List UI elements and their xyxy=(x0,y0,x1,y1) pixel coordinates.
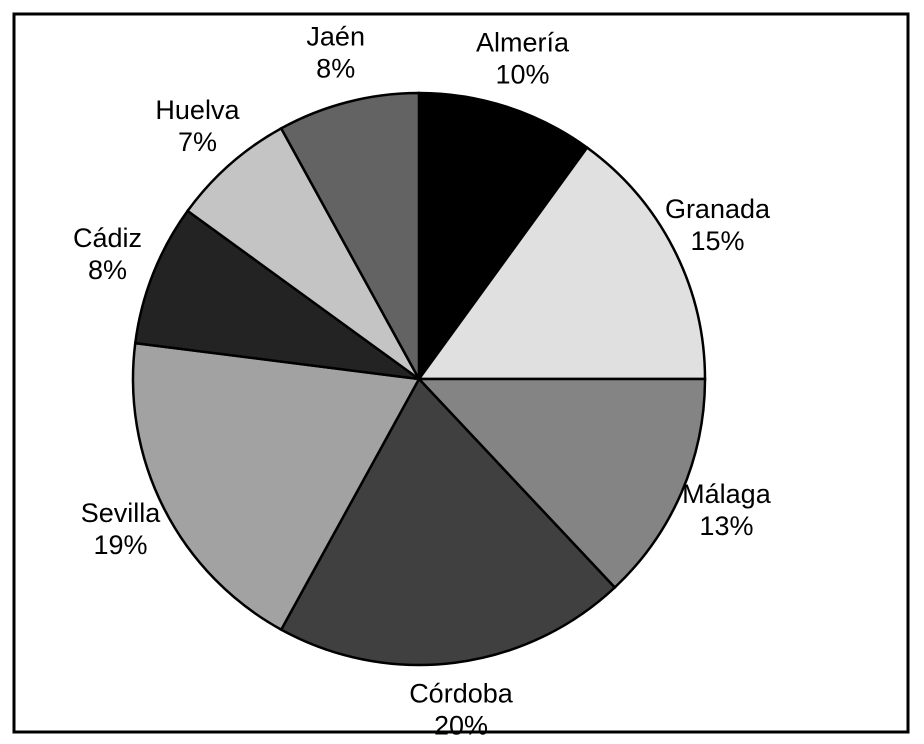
slice-label: Jaén xyxy=(306,22,365,52)
slice-value-label: 10% xyxy=(495,60,549,90)
slice-value-label: 15% xyxy=(690,226,744,256)
pie-slice xyxy=(417,91,589,383)
pie-slice xyxy=(185,126,421,381)
slice-label: Almería xyxy=(476,28,570,58)
slice-value-label: 7% xyxy=(178,127,217,157)
slice-label: Sevilla xyxy=(81,498,162,528)
pie-slice xyxy=(416,145,707,381)
pie-slice xyxy=(133,209,420,381)
pie-slice xyxy=(279,91,421,380)
slice-value-label: 20% xyxy=(434,710,488,740)
pie-slice xyxy=(279,376,617,667)
slice-value-label: 19% xyxy=(93,530,147,560)
slice-label: Huelva xyxy=(155,95,240,125)
pie-slice xyxy=(131,341,421,632)
slice-label: Córdoba xyxy=(409,678,514,708)
slice-label: Málaga xyxy=(682,479,772,509)
slice-value-label: 13% xyxy=(699,511,753,541)
slice-value-label: 8% xyxy=(316,54,355,84)
pie-slice xyxy=(416,377,707,590)
slice-label: Granada xyxy=(665,194,771,224)
slice-value-label: 8% xyxy=(88,255,127,285)
slice-label: Cádiz xyxy=(73,223,142,253)
